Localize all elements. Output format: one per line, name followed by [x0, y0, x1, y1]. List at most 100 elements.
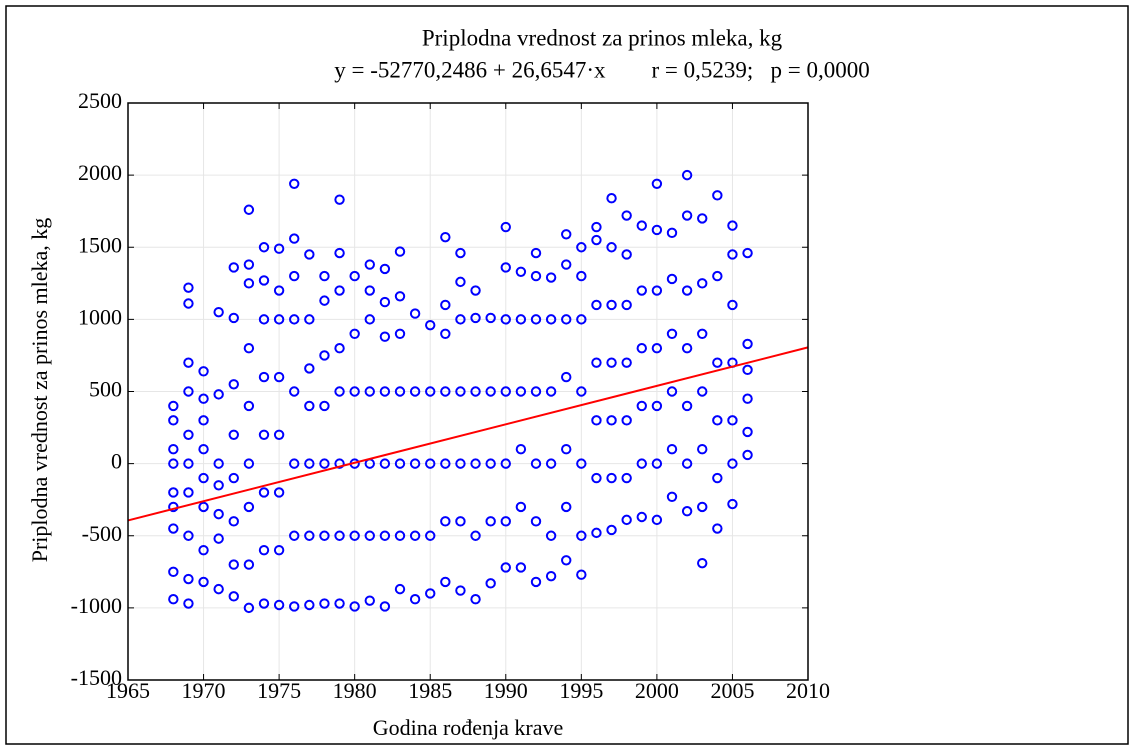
data-point	[168, 458, 179, 469]
data-point	[515, 562, 527, 573]
y-tick-label: 1000	[78, 304, 122, 329]
data-point	[168, 566, 179, 578]
data-point	[304, 314, 315, 325]
data-point	[258, 242, 270, 253]
data-point	[228, 472, 239, 484]
data-point	[561, 259, 572, 270]
x-tick-label: 1970	[182, 678, 226, 703]
data-point	[319, 295, 330, 306]
data-point	[561, 229, 572, 240]
data-point	[666, 273, 678, 285]
data-point	[500, 458, 511, 469]
data-point	[636, 343, 647, 354]
data-point	[334, 194, 345, 205]
data-point	[440, 386, 451, 397]
data-point	[515, 444, 527, 455]
data-point	[651, 400, 663, 412]
data-point	[697, 213, 708, 224]
data-point	[394, 386, 406, 397]
data-point	[455, 314, 466, 325]
data-point	[213, 458, 224, 469]
data-point	[198, 444, 209, 455]
data-point	[545, 570, 557, 582]
data-point	[273, 487, 285, 498]
data-point	[606, 472, 617, 484]
data-point	[394, 291, 406, 302]
data-point	[304, 363, 315, 374]
data-point	[515, 501, 527, 513]
data-point	[606, 415, 617, 426]
data-point	[228, 429, 239, 440]
data-point	[636, 285, 647, 296]
data-point	[364, 285, 375, 296]
x-tick-label: 2000	[635, 678, 679, 703]
data-point	[258, 487, 270, 498]
data-point	[545, 458, 557, 469]
data-point	[243, 278, 255, 289]
data-point	[485, 458, 496, 469]
data-point	[243, 204, 255, 215]
data-point	[666, 386, 678, 397]
data-point	[576, 458, 587, 469]
data-point	[440, 576, 451, 588]
data-point	[697, 444, 708, 455]
data-point	[697, 501, 708, 513]
data-point	[576, 569, 587, 580]
data-point	[228, 516, 239, 527]
plot-border	[127, 102, 809, 681]
data-point	[379, 331, 391, 342]
data-point	[666, 444, 678, 455]
data-point	[470, 594, 481, 605]
data-point	[681, 285, 693, 296]
data-point	[183, 530, 194, 541]
data-point	[742, 338, 753, 350]
data-point	[530, 458, 542, 469]
data-point	[742, 247, 753, 259]
data-point	[591, 357, 602, 368]
data-point	[561, 444, 572, 455]
data-point	[319, 270, 330, 282]
data-point	[545, 386, 557, 397]
data-point	[455, 276, 466, 288]
data-point	[183, 598, 194, 609]
data-point	[530, 516, 542, 527]
data-point	[394, 583, 406, 595]
data-point	[213, 480, 224, 491]
data-point	[379, 530, 391, 541]
data-point	[545, 272, 557, 283]
data-point	[561, 371, 572, 383]
data-point	[712, 190, 723, 201]
x-tick-label: 1985	[408, 678, 452, 703]
data-point	[500, 314, 511, 325]
data-point	[545, 530, 557, 541]
data-point	[651, 224, 663, 236]
data-point	[561, 555, 572, 566]
y-axis-label: Priplodna vrednost za prinos mleka, kg	[27, 218, 52, 563]
data-point	[394, 530, 406, 541]
data-point	[651, 514, 663, 526]
data-point	[364, 595, 375, 606]
data-point	[243, 400, 255, 412]
data-point	[168, 594, 179, 605]
x-tick-label: 2010	[786, 678, 830, 703]
data-point	[545, 314, 557, 325]
data-point	[681, 210, 693, 221]
data-point	[606, 242, 617, 253]
data-point	[712, 270, 723, 282]
data-point	[530, 386, 542, 397]
data-point	[273, 371, 285, 383]
data-point	[379, 601, 391, 612]
data-point	[243, 259, 255, 270]
data-point	[379, 263, 391, 275]
data-point	[334, 343, 345, 354]
data-point	[258, 544, 270, 556]
x-tick-label: 1980	[333, 678, 377, 703]
x-axis-label: Godina rođenja krave	[373, 715, 564, 740]
y-tick-label: -500	[82, 521, 122, 546]
data-point	[379, 386, 391, 397]
data-point	[591, 472, 602, 484]
data-point	[606, 357, 617, 368]
data-point	[742, 364, 753, 376]
